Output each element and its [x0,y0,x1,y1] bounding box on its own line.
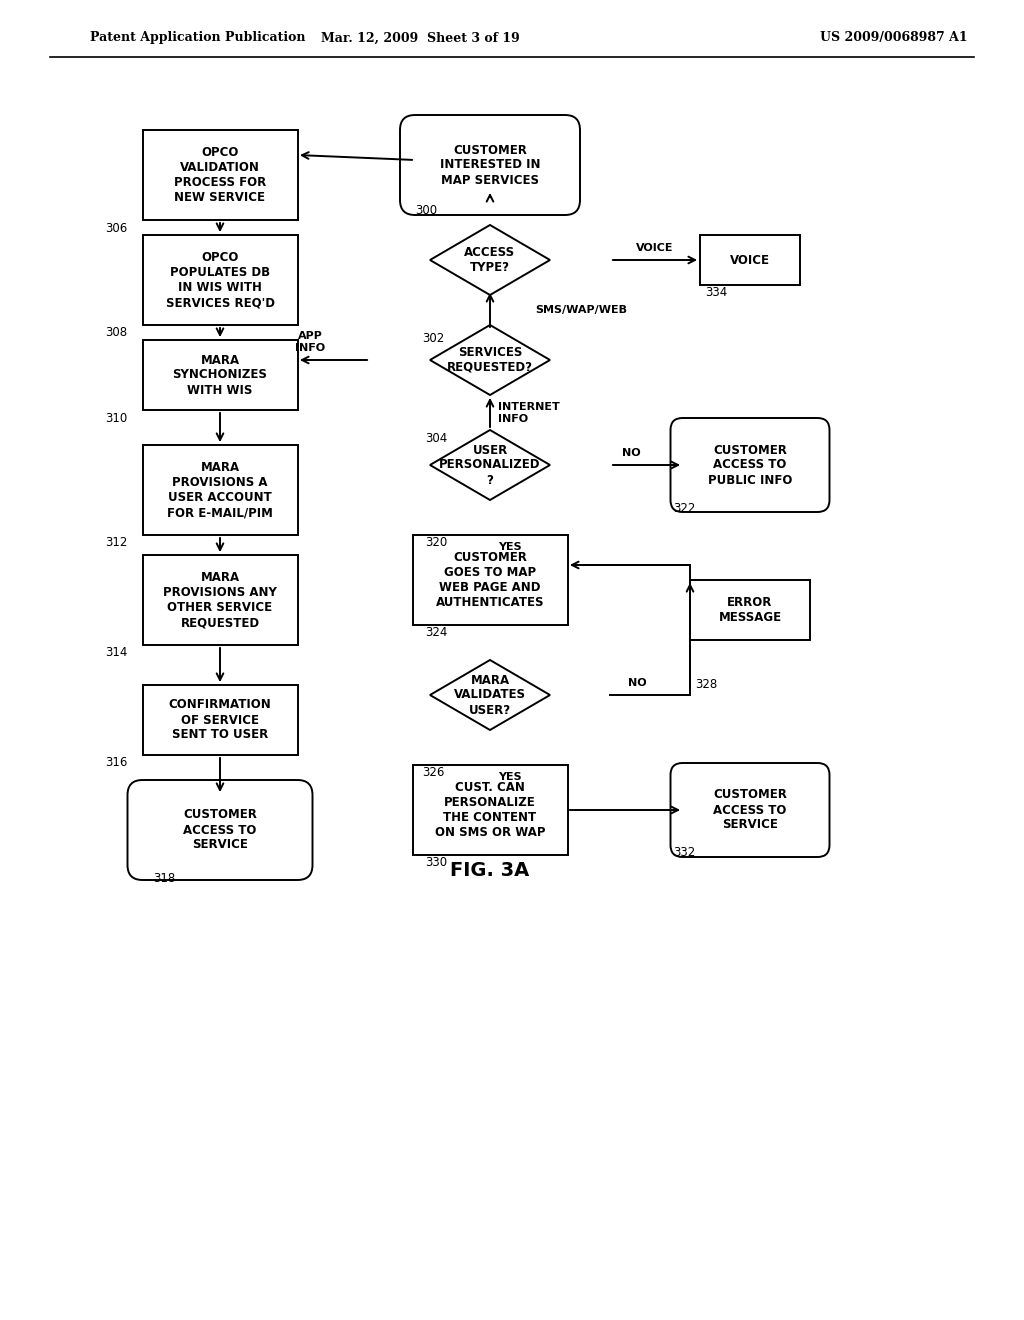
Text: USER
PERSONALIZED
?: USER PERSONALIZED ? [439,444,541,487]
Text: SERVICES
REQUESTED?: SERVICES REQUESTED? [447,346,534,374]
FancyBboxPatch shape [671,763,829,857]
Text: 324: 324 [425,627,447,639]
Text: 304: 304 [425,432,447,445]
FancyBboxPatch shape [142,554,298,645]
Text: 332: 332 [673,846,695,859]
FancyBboxPatch shape [142,445,298,535]
Text: YES: YES [498,543,521,552]
Text: MARA
PROVISIONS ANY
OTHER SERVICE
REQUESTED: MARA PROVISIONS ANY OTHER SERVICE REQUES… [163,572,276,630]
FancyBboxPatch shape [128,780,312,880]
FancyBboxPatch shape [413,535,567,624]
Text: 318: 318 [153,873,175,886]
Text: 330: 330 [425,857,447,870]
Text: CUSTOMER
INTERESTED IN
MAP SERVICES: CUSTOMER INTERESTED IN MAP SERVICES [439,144,541,186]
FancyBboxPatch shape [142,235,298,325]
Text: 314: 314 [105,647,127,660]
Text: ACCESS
TYPE?: ACCESS TYPE? [465,246,515,275]
Text: MARA
PROVISIONS A
USER ACCOUNT
FOR E-MAIL/PIM: MARA PROVISIONS A USER ACCOUNT FOR E-MAI… [167,461,273,519]
Text: VOICE: VOICE [636,243,674,253]
FancyBboxPatch shape [142,341,298,411]
Text: CUSTOMER
ACCESS TO
SERVICE: CUSTOMER ACCESS TO SERVICE [183,808,257,851]
Text: NO: NO [622,447,641,458]
FancyBboxPatch shape [690,579,810,640]
Polygon shape [430,660,550,730]
Text: OPCO
POPULATES DB
IN WIS WITH
SERVICES REQ'D: OPCO POPULATES DB IN WIS WITH SERVICES R… [166,251,274,309]
Text: YES: YES [498,772,521,781]
Text: 328: 328 [695,678,717,692]
Polygon shape [430,325,550,395]
Text: 306: 306 [105,222,127,235]
Polygon shape [430,430,550,500]
FancyBboxPatch shape [400,115,580,215]
Text: 322: 322 [673,502,695,515]
Text: 320: 320 [425,536,447,549]
Text: 312: 312 [105,536,127,549]
Text: VOICE: VOICE [730,253,770,267]
Text: Patent Application Publication: Patent Application Publication [90,32,305,45]
Text: OPCO
VALIDATION
PROCESS FOR
NEW SERVICE: OPCO VALIDATION PROCESS FOR NEW SERVICE [174,147,266,205]
Text: SMS/WAP/WEB: SMS/WAP/WEB [535,305,627,315]
Text: 310: 310 [105,412,127,425]
Text: 334: 334 [705,286,727,300]
FancyBboxPatch shape [142,685,298,755]
Text: NO: NO [628,678,646,688]
FancyBboxPatch shape [142,129,298,220]
Text: MARA
SYNCHONIZES
WITH WIS: MARA SYNCHONIZES WITH WIS [173,354,267,396]
FancyBboxPatch shape [413,766,567,855]
Text: 300: 300 [415,203,437,216]
Text: 308: 308 [105,326,127,339]
Text: 302: 302 [422,331,444,345]
Text: CUSTOMER
ACCESS TO
SERVICE: CUSTOMER ACCESS TO SERVICE [713,788,786,832]
FancyBboxPatch shape [671,418,829,512]
Text: CONFIRMATION
OF SERVICE
SENT TO USER: CONFIRMATION OF SERVICE SENT TO USER [169,698,271,742]
Text: Mar. 12, 2009  Sheet 3 of 19: Mar. 12, 2009 Sheet 3 of 19 [321,32,519,45]
Text: ERROR
MESSAGE: ERROR MESSAGE [719,597,781,624]
Text: 316: 316 [105,756,127,770]
Text: US 2009/0068987 A1: US 2009/0068987 A1 [820,32,968,45]
Text: MARA
VALIDATES
USER?: MARA VALIDATES USER? [454,673,526,717]
Text: INTERNET
INFO: INTERNET INFO [498,403,560,424]
Polygon shape [430,224,550,294]
Text: CUSTOMER
ACCESS TO
PUBLIC INFO: CUSTOMER ACCESS TO PUBLIC INFO [708,444,793,487]
Text: 326: 326 [422,767,444,780]
FancyBboxPatch shape [700,235,800,285]
Text: CUSTOMER
GOES TO MAP
WEB PAGE AND
AUTHENTICATES: CUSTOMER GOES TO MAP WEB PAGE AND AUTHEN… [436,550,544,609]
Text: CUST. CAN
PERSONALIZE
THE CONTENT
ON SMS OR WAP: CUST. CAN PERSONALIZE THE CONTENT ON SMS… [435,781,545,840]
Text: FIG. 3A: FIG. 3A [451,861,529,879]
Text: APP
INFO: APP INFO [295,331,325,352]
